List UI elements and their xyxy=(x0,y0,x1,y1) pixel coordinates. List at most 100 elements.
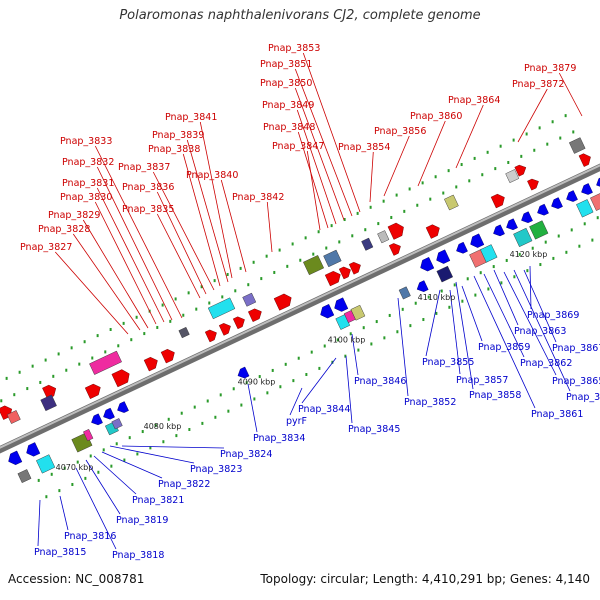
forward-gene-label[interactable]: Pnap_3847 xyxy=(272,141,324,152)
reverse-gene-label[interactable]: Pnap_3834 xyxy=(253,433,305,444)
gene-feature[interactable] xyxy=(36,454,56,474)
reverse-gene-label[interactable]: Pnap_3869 xyxy=(527,310,579,321)
forward-gene-label[interactable]: Pnap_3836 xyxy=(122,182,174,193)
gene-feature[interactable] xyxy=(303,255,325,276)
forward-gene[interactable] xyxy=(578,152,593,167)
reverse-gene[interactable] xyxy=(564,190,578,203)
gene-feature[interactable] xyxy=(40,394,57,412)
gene-feature[interactable] xyxy=(590,192,600,211)
forward-gene-label[interactable]: Pnap_3840 xyxy=(186,170,238,181)
reverse-gene-label[interactable]: Pnap_3816 xyxy=(64,531,116,542)
forward-gene-label[interactable]: Pnap_3838 xyxy=(148,144,200,155)
reverse-gene[interactable] xyxy=(101,407,115,421)
reverse-gene-label[interactable]: Pnap_3867 xyxy=(552,343,600,354)
reverse-gene-label[interactable]: Pnap_3824 xyxy=(220,449,272,460)
forward-gene-label[interactable]: Pnap_3853 xyxy=(268,43,320,54)
forward-gene-label[interactable]: Pnap_3833 xyxy=(60,136,112,147)
reverse-gene-label[interactable]: Pnap_3857 xyxy=(456,375,508,386)
reverse-gene-label[interactable]: Pnap_3846 xyxy=(354,376,406,387)
reverse-gene-label[interactable]: Pnap_3852 xyxy=(404,397,456,408)
gene-feature[interactable] xyxy=(111,418,123,430)
gene-feature[interactable] xyxy=(83,428,94,442)
forward-gene[interactable] xyxy=(387,221,407,240)
forward-gene-label[interactable]: Pnap_3872 xyxy=(512,79,564,90)
gene-feature[interactable] xyxy=(576,199,594,218)
gene-feature[interactable] xyxy=(444,194,459,211)
forward-gene-label[interactable]: Pnap_3830 xyxy=(60,192,112,203)
gene-feature[interactable] xyxy=(178,326,190,339)
forward-gene[interactable] xyxy=(160,347,177,364)
gene-feature[interactable] xyxy=(350,304,366,321)
reverse-gene-label[interactable]: Pnap_3844 xyxy=(298,404,350,415)
forward-gene-label[interactable]: Pnap_3864 xyxy=(448,95,500,106)
reverse-gene[interactable] xyxy=(24,442,41,458)
gene-feature[interactable] xyxy=(361,237,374,251)
reverse-gene-label[interactable]: Pnap_3815 xyxy=(34,547,86,558)
forward-gene-label[interactable]: Pnap_3850 xyxy=(260,78,312,89)
forward-gene-label[interactable]: Pnap_3849 xyxy=(262,100,314,111)
gene-feature[interactable] xyxy=(207,297,236,320)
forward-gene[interactable] xyxy=(527,177,540,191)
reverse-gene[interactable] xyxy=(236,366,250,380)
reverse-gene[interactable] xyxy=(318,304,335,320)
forward-gene-label[interactable]: Pnap_3835 xyxy=(122,204,174,215)
forward-gene[interactable] xyxy=(425,223,442,239)
forward-gene[interactable] xyxy=(324,269,343,287)
forward-gene[interactable] xyxy=(218,321,233,336)
forward-gene-label[interactable]: Pnap_3829 xyxy=(48,210,100,221)
forward-gene[interactable] xyxy=(490,192,507,209)
forward-gene-label[interactable]: Pnap_3839 xyxy=(152,130,204,141)
gene-feature[interactable] xyxy=(398,286,411,300)
reverse-gene[interactable] xyxy=(504,218,518,232)
reverse-gene[interactable] xyxy=(6,450,23,467)
reverse-gene[interactable] xyxy=(434,249,451,266)
reverse-gene[interactable] xyxy=(535,203,549,217)
reverse-gene-label[interactable]: Pnap_3859 xyxy=(478,342,530,353)
gene-feature[interactable] xyxy=(529,220,549,240)
reverse-gene[interactable] xyxy=(89,413,103,427)
forward-gene[interactable] xyxy=(338,265,353,280)
reverse-gene-label[interactable]: Pnap_3861 xyxy=(531,409,583,420)
reverse-gene-label[interactable]: Pnap_3823 xyxy=(190,464,242,475)
forward-gene[interactable] xyxy=(514,163,528,177)
gene-feature[interactable] xyxy=(436,265,454,283)
gene-feature[interactable] xyxy=(568,137,586,154)
gene-feature[interactable] xyxy=(377,230,390,244)
reverse-gene-label[interactable]: Pnap_3863 xyxy=(514,326,566,337)
forward-gene[interactable] xyxy=(273,292,294,311)
gene-feature[interactable] xyxy=(505,169,520,184)
reverse-gene-label[interactable]: Pnap_3818 xyxy=(112,550,164,561)
forward-gene-label[interactable]: Pnap_3827 xyxy=(20,242,72,253)
forward-gene-label[interactable]: Pnap_3860 xyxy=(410,111,462,122)
forward-gene-label[interactable]: Pnap_3832 xyxy=(62,157,114,168)
gene-feature[interactable] xyxy=(323,249,342,268)
reverse-gene[interactable] xyxy=(415,280,429,294)
forward-gene[interactable] xyxy=(388,241,403,256)
reverse-gene[interactable] xyxy=(454,241,468,255)
reverse-gene-label[interactable]: Pnap_3822 xyxy=(158,479,210,490)
forward-gene[interactable] xyxy=(143,355,160,372)
forward-gene-label[interactable]: Pnap_3854 xyxy=(338,142,390,153)
gene-feature[interactable] xyxy=(6,410,21,424)
forward-gene-label[interactable]: Pnap_3842 xyxy=(232,192,284,203)
forward-gene-label[interactable]: Pnap_3841 xyxy=(165,112,217,123)
reverse-gene-label[interactable]: Pnap_3866 xyxy=(566,392,600,403)
gene-feature[interactable] xyxy=(89,350,122,375)
forward-gene-label[interactable]: Pnap_3848 xyxy=(263,122,315,133)
reverse-gene[interactable] xyxy=(579,183,593,196)
reverse-gene-label[interactable]: pyrF xyxy=(286,416,307,427)
reverse-gene[interactable] xyxy=(468,233,485,250)
reverse-gene[interactable] xyxy=(418,257,435,273)
reverse-gene-label[interactable]: Pnap_3858 xyxy=(469,390,521,401)
forward-gene-label[interactable]: Pnap_3856 xyxy=(374,126,426,137)
forward-gene[interactable] xyxy=(232,315,247,330)
reverse-gene[interactable] xyxy=(332,297,349,314)
forward-gene[interactable] xyxy=(204,328,219,343)
gene-feature[interactable] xyxy=(513,227,533,248)
reverse-gene[interactable] xyxy=(115,401,129,414)
forward-gene-label[interactable]: Pnap_3837 xyxy=(118,162,170,173)
gene-feature[interactable] xyxy=(17,469,32,483)
forward-gene[interactable] xyxy=(348,260,363,275)
forward-gene[interactable] xyxy=(84,382,103,400)
reverse-gene-label[interactable]: Pnap_3819 xyxy=(116,515,168,526)
